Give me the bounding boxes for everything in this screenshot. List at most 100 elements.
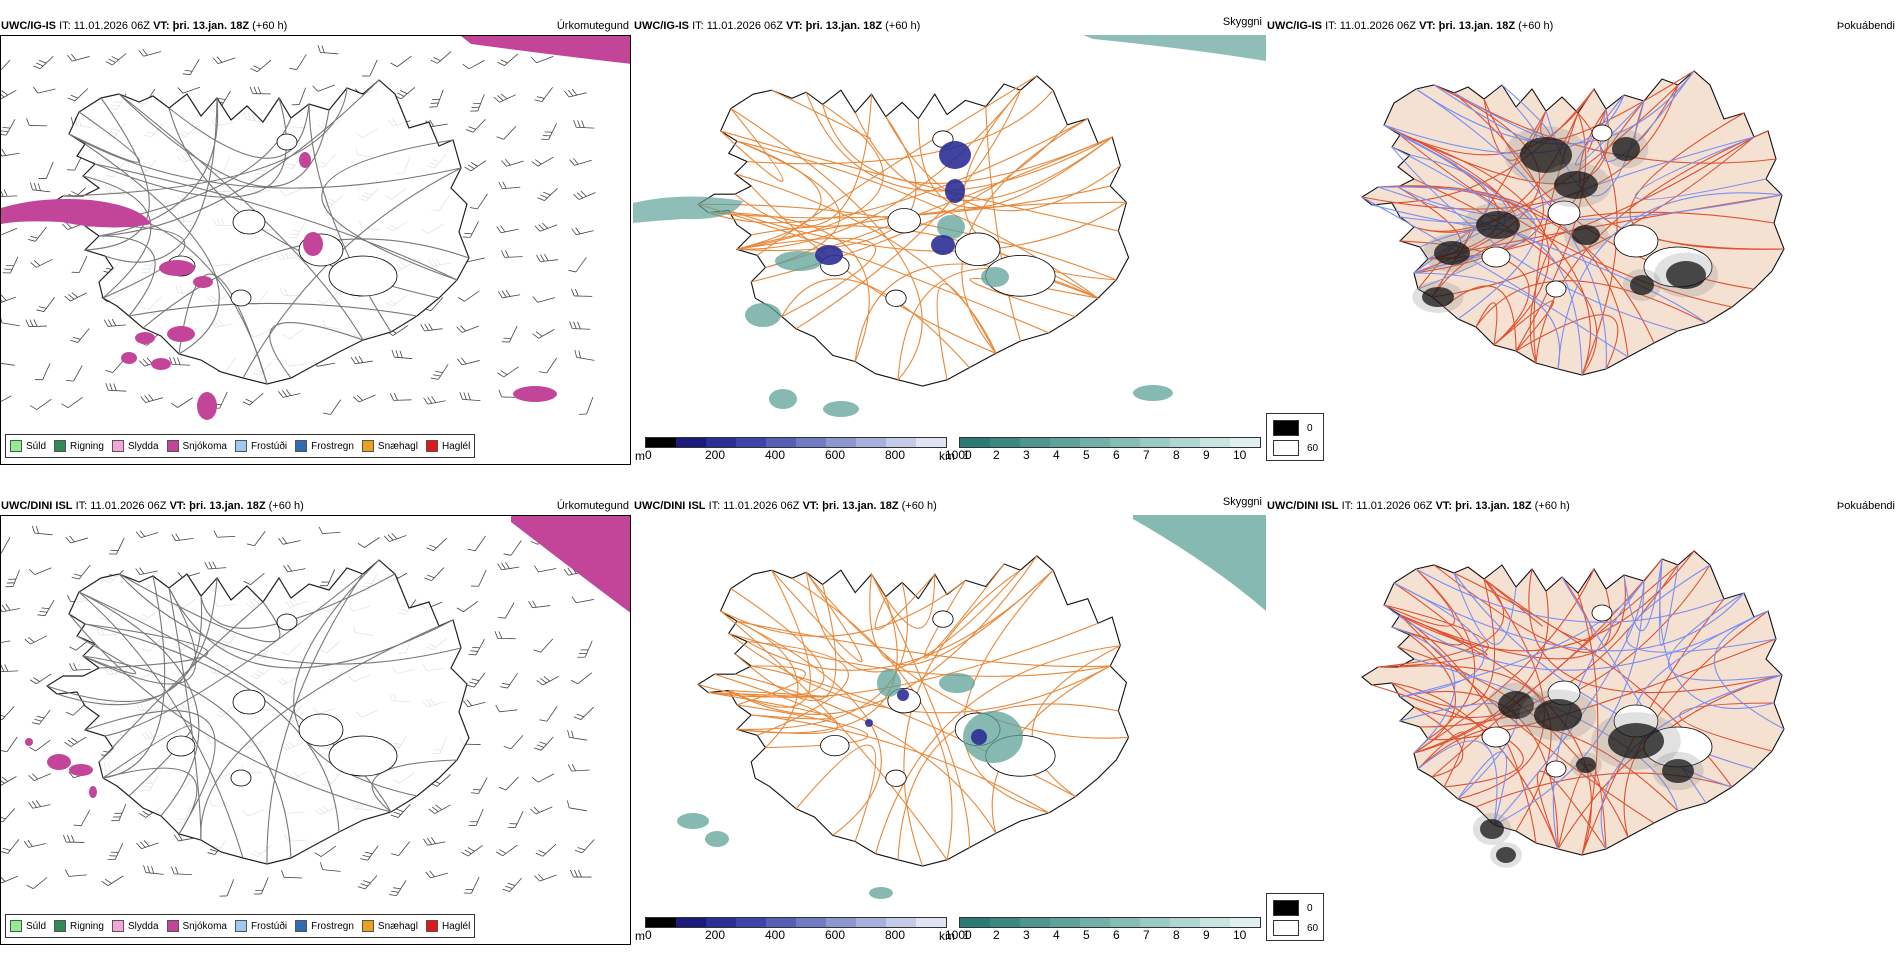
glacier-outline — [1546, 281, 1566, 297]
low-visibility-area — [705, 831, 729, 847]
wind-barb — [471, 567, 486, 589]
legend-cell — [1200, 438, 1230, 447]
legend-cell — [676, 918, 706, 927]
wind-barb — [67, 50, 89, 62]
legend-cell — [646, 438, 676, 447]
iceland-map — [633, 35, 1266, 435]
low-cloud-base-area — [971, 729, 987, 745]
legend-cell — [1080, 918, 1110, 927]
wind-barb — [66, 531, 88, 544]
wind-barb — [111, 801, 126, 823]
wind-barb — [205, 561, 226, 570]
legend-cell — [1020, 438, 1050, 447]
wind-barb — [35, 360, 50, 382]
wind-barb — [394, 82, 415, 101]
wind-barb — [30, 183, 52, 192]
legend-swatch — [1273, 440, 1299, 456]
glacier-outline — [888, 208, 921, 232]
legend-cell — [1170, 918, 1200, 927]
wind-barb — [136, 836, 158, 849]
legend-label: Frostregn — [311, 921, 354, 932]
wind-barb — [537, 670, 559, 686]
fog-area — [1572, 225, 1600, 245]
wind-barb — [495, 631, 516, 638]
wind-barb — [573, 186, 595, 201]
wind-barb — [498, 49, 518, 68]
snow-area — [303, 232, 323, 256]
legend-label: 60 — [1307, 443, 1318, 454]
wind-barb — [72, 561, 91, 582]
wind-barb — [244, 568, 265, 587]
legend-item: Slydda — [112, 440, 159, 452]
wind-barb — [431, 46, 451, 65]
wind-barb — [566, 800, 588, 810]
wind-barb — [1, 534, 10, 556]
wind-barb — [360, 842, 378, 863]
glacier-outline — [329, 736, 397, 776]
wind-barb — [1, 835, 19, 856]
glacier-outline — [1592, 605, 1612, 621]
legend-tick: 4 — [1053, 928, 1060, 942]
legend-swatch — [54, 440, 66, 452]
wind-barb — [504, 537, 522, 558]
wind-barb — [292, 85, 306, 107]
wind-barb — [1, 316, 21, 326]
wind-barb — [570, 870, 591, 877]
wind-barb — [470, 92, 484, 114]
panel-igis-visibility: UWC/IG-IS IT: 11.01.2026 06Z VT: þri. 13… — [633, 0, 1266, 475]
wind-barb — [429, 799, 451, 815]
legend-tick: 9 — [1203, 448, 1210, 462]
low-visibility-area — [633, 196, 743, 223]
wind-barb — [320, 862, 342, 871]
wind-barb — [568, 763, 589, 771]
panel-dini-precip-type: UWC/DINI ISL IT: 11.01.2026 06Z VT: þri.… — [0, 480, 633, 955]
wind-barb — [5, 567, 19, 589]
wind-barb — [171, 392, 192, 409]
glacier-outline — [1546, 761, 1566, 777]
wind-barb — [458, 354, 480, 366]
fog-area — [1576, 757, 1596, 773]
wind-barb — [534, 562, 556, 573]
wind-barb — [502, 873, 521, 893]
wind-barb — [496, 703, 518, 712]
wind-barb — [501, 154, 523, 167]
glacier-outline — [1614, 225, 1658, 257]
legend-item: 60 — [1273, 920, 1318, 936]
iceland-map — [1, 36, 631, 465]
legend-cell — [1200, 918, 1230, 927]
wind-barb — [278, 387, 300, 398]
wind-barb — [178, 81, 200, 95]
legend-swatch — [426, 920, 438, 932]
wind-barb — [281, 870, 302, 878]
wind-barb — [462, 840, 483, 858]
legend-item: 0 — [1273, 900, 1313, 916]
wind-barb — [105, 383, 126, 391]
legend-tick: 200 — [705, 928, 725, 942]
glacier-outline — [329, 256, 397, 296]
wind-barb — [109, 535, 124, 557]
low-visibility-area — [677, 813, 709, 829]
wind-barb — [313, 78, 335, 92]
legend-swatch — [10, 920, 22, 932]
legend-tick: 0 — [645, 928, 652, 942]
legend-item: Snæhagl — [362, 440, 418, 452]
legend-tick: 10 — [1233, 928, 1246, 942]
low-visibility-area — [1133, 515, 1266, 611]
wind-barb — [569, 322, 590, 330]
legend-item: Súld — [10, 440, 46, 452]
wind-barb — [1, 664, 18, 672]
legend-cell — [676, 438, 706, 447]
legend-label: Frostúði — [251, 921, 287, 932]
glacier-outline — [233, 210, 265, 234]
legend-tick: 1 — [963, 928, 970, 942]
wind-barb — [496, 839, 517, 857]
legend-unit: m — [635, 929, 645, 943]
iceland-map — [633, 515, 1266, 915]
wind-barb — [534, 732, 553, 752]
iceland-map — [1266, 515, 1899, 915]
legend-item: Frostregn — [295, 920, 354, 932]
wind-barb — [183, 56, 200, 78]
snow-area — [513, 386, 557, 402]
